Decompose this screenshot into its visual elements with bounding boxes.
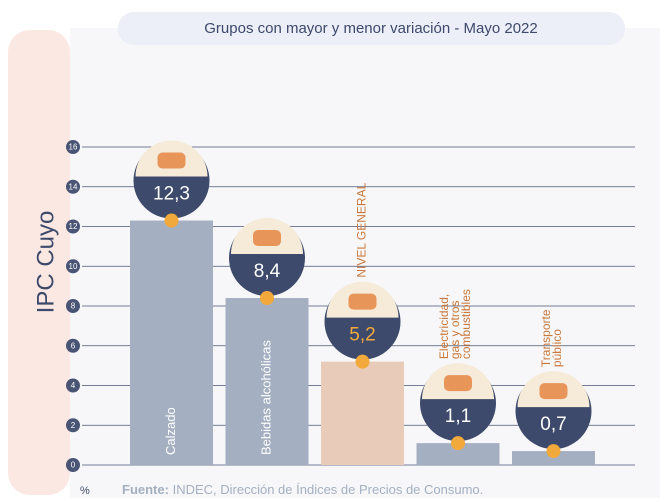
value-dot bbox=[355, 354, 370, 369]
source-label: Fuente: bbox=[122, 482, 169, 497]
bar bbox=[321, 361, 404, 465]
category-line: público bbox=[550, 329, 564, 367]
category-line: gas y otros bbox=[448, 300, 462, 359]
y-tick-label: 2 bbox=[71, 421, 76, 430]
category-line: Electricidad, bbox=[437, 294, 451, 359]
y-tick-label: 6 bbox=[71, 341, 76, 350]
value-label: 1,1 bbox=[445, 406, 471, 427]
icon bbox=[253, 230, 281, 247]
unit-label: % bbox=[80, 485, 90, 497]
icon bbox=[157, 152, 186, 169]
y-tick-badge bbox=[66, 259, 80, 274]
y-tick-badge bbox=[66, 338, 80, 353]
chart-title: Grupos con mayor y menor variación - May… bbox=[204, 20, 537, 37]
y-tick-label: 4 bbox=[71, 381, 76, 390]
value-dot bbox=[451, 436, 465, 451]
category-line: combustibles bbox=[459, 289, 473, 359]
bar bbox=[416, 443, 500, 465]
icon bbox=[444, 375, 472, 392]
bar bbox=[225, 298, 309, 465]
icon bbox=[348, 293, 377, 310]
y-tick-label: 16 bbox=[69, 143, 78, 152]
title-pill bbox=[118, 12, 625, 45]
y-tick-badge bbox=[66, 299, 80, 313]
value-dot bbox=[260, 291, 274, 306]
value-label: 5,2 bbox=[349, 325, 375, 346]
side-label: IPC Cuyo bbox=[32, 211, 59, 314]
source: Fuente: INDEC, Dirección de Índices de P… bbox=[122, 482, 483, 497]
category-label: Bebidas alcohólicas bbox=[258, 340, 273, 455]
category-label-text: Transportepúblico bbox=[539, 309, 564, 367]
y-tick-badge bbox=[66, 140, 80, 154]
category-label: NIVEL GENERAL bbox=[355, 182, 369, 277]
category-label-text: NIVEL GENERAL bbox=[355, 182, 369, 277]
bar bbox=[130, 220, 213, 465]
y-tick-badge bbox=[66, 418, 80, 433]
side-panel bbox=[8, 30, 70, 495]
value-dot bbox=[546, 444, 561, 459]
category-label: Calzado bbox=[163, 407, 178, 455]
category-label: Electricidad,gas y otroscombustibles bbox=[437, 289, 473, 359]
y-tick-badge bbox=[66, 179, 80, 194]
y-tick-label: 12 bbox=[69, 222, 78, 231]
y-tick-badge bbox=[66, 219, 80, 234]
y-tick-badge bbox=[66, 458, 80, 472]
y-tick-label: 0 bbox=[71, 461, 76, 470]
y-tick-label: 10 bbox=[69, 262, 78, 271]
icon bbox=[539, 383, 568, 400]
y-tick-label: 8 bbox=[71, 302, 76, 311]
category-line: NIVEL GENERAL bbox=[355, 182, 369, 277]
category-label: Transportepúblico bbox=[539, 309, 564, 367]
y-tick-badge bbox=[66, 378, 80, 393]
category-label-text: Electricidad,gas y otroscombustibles bbox=[437, 289, 473, 359]
category-line: Transporte bbox=[539, 309, 553, 367]
value-label: 0,7 bbox=[540, 414, 566, 435]
value-dot bbox=[164, 213, 179, 228]
y-tick-label: 14 bbox=[69, 182, 78, 191]
value-label: 8,4 bbox=[254, 261, 281, 282]
value-label: 12,3 bbox=[153, 184, 190, 205]
source-text: INDEC, Dirección de Índices de Precios d… bbox=[173, 482, 484, 497]
